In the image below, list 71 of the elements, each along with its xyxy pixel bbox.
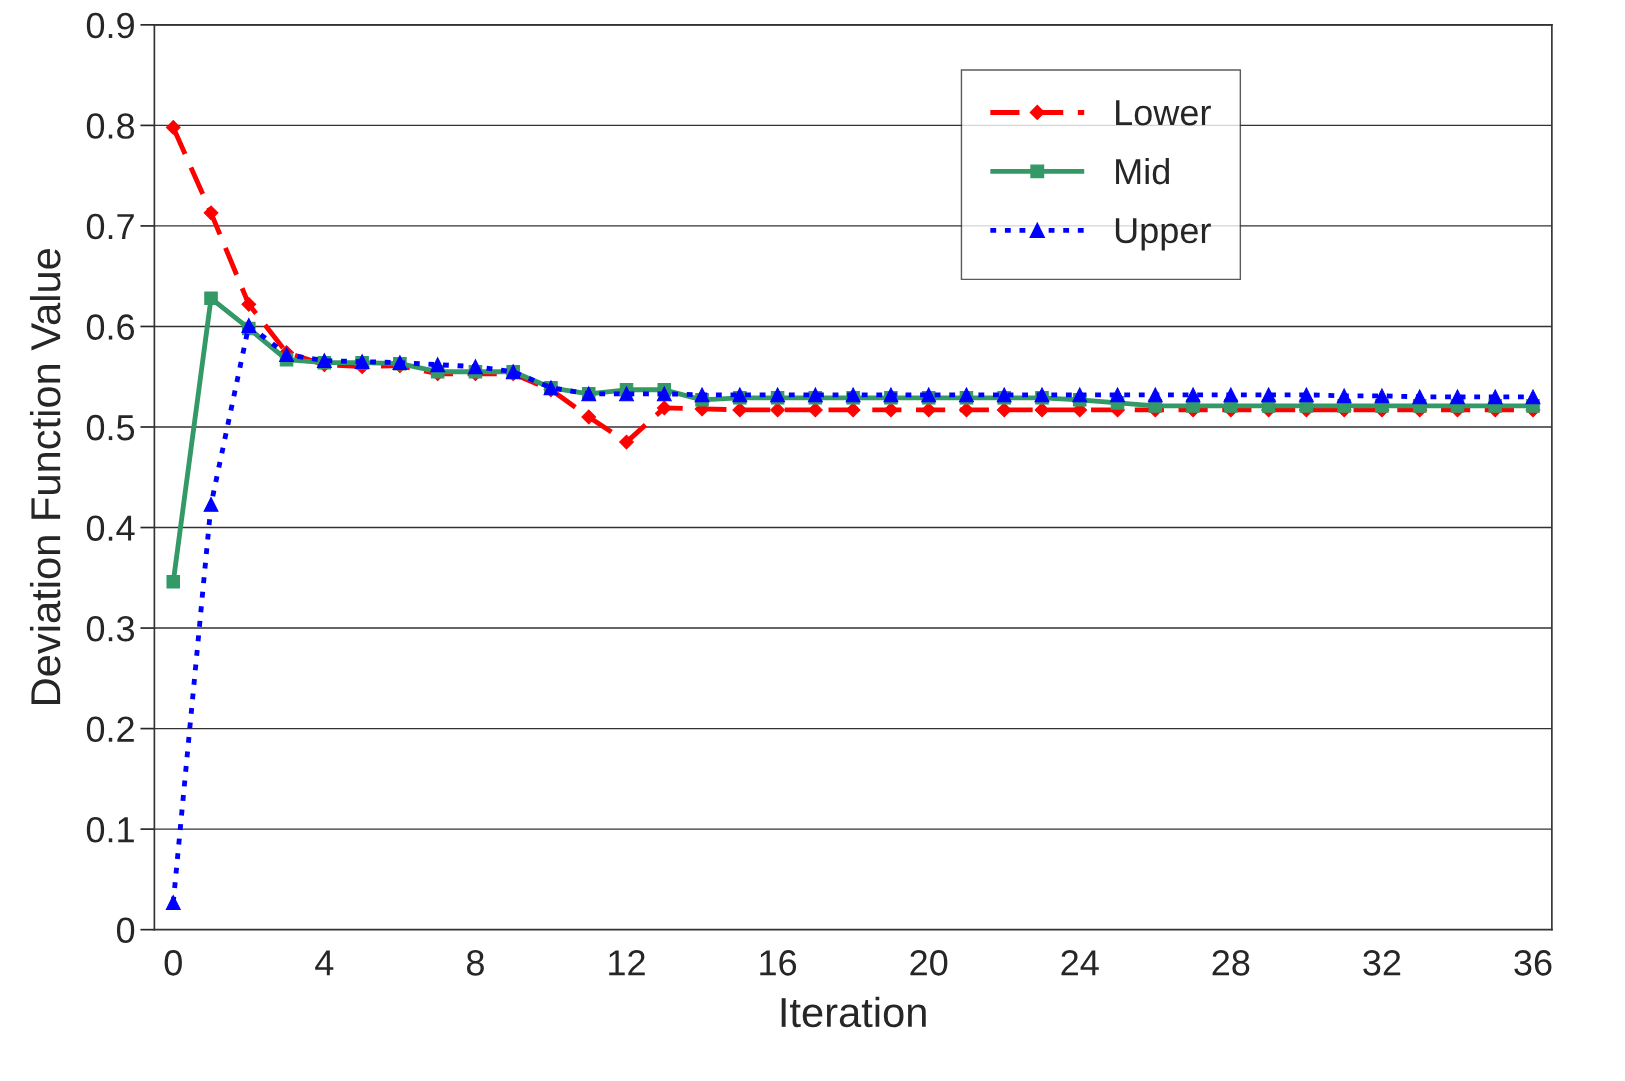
y-tick-label: 0.6: [86, 314, 135, 340]
point: [732, 402, 748, 418]
point: [1412, 389, 1428, 405]
point: [883, 387, 899, 403]
y-tick-label: 0.5: [86, 414, 135, 441]
x-tick-label: 8: [466, 950, 484, 976]
point: [883, 402, 899, 418]
point: [203, 496, 219, 512]
y-tick-label: 0.9: [86, 12, 134, 39]
y-tick-label: 0.8: [86, 113, 135, 139]
point: [1374, 388, 1390, 404]
x-tick-label: 16: [760, 950, 797, 976]
x-tick-label: 36: [1514, 950, 1552, 976]
legend-label: Lower: [1116, 100, 1211, 126]
x-tick-label: 12: [609, 950, 645, 976]
y-axis-title: Deviation Function Value: [29, 249, 61, 704]
point: [845, 387, 861, 403]
x-tick-label: 4: [315, 950, 334, 976]
point: [1185, 387, 1201, 403]
point: [1525, 389, 1541, 405]
point: [1336, 388, 1352, 404]
point: [1298, 387, 1314, 403]
point: [1072, 387, 1088, 403]
y-tick-label: 0: [116, 917, 135, 944]
legend-label: Upper: [1115, 218, 1211, 251]
point: [430, 357, 446, 373]
x-tick-label: 28: [1212, 950, 1250, 976]
point: [619, 386, 634, 402]
y-tick-label: 0.3: [86, 615, 135, 642]
point: [1261, 387, 1277, 403]
point: [203, 205, 219, 221]
x-tick-label: 32: [1363, 950, 1401, 976]
point: [958, 387, 974, 403]
x-tick-label: 24: [1061, 950, 1099, 976]
point: [1034, 402, 1050, 418]
x-tick-label: 0: [164, 950, 182, 976]
point: [241, 317, 257, 333]
y-tick-label: 0.2: [86, 716, 134, 743]
point: [581, 409, 597, 425]
point: [619, 434, 634, 450]
legend-label: Mid: [1116, 157, 1169, 185]
x-axis-title: Iteration: [781, 996, 926, 1028]
point: [165, 895, 181, 910]
point: [770, 402, 785, 418]
point: [732, 387, 748, 403]
point: [1223, 387, 1239, 403]
x-tick-label: 20: [910, 950, 948, 976]
point: [241, 296, 257, 312]
point: [770, 387, 786, 403]
point: [921, 402, 937, 418]
point: [996, 402, 1012, 418]
point: [694, 387, 710, 403]
point: [996, 387, 1012, 403]
y-tick-label: 0.7: [86, 213, 134, 240]
point: [1147, 387, 1163, 403]
point: [1110, 387, 1125, 403]
point: [845, 402, 861, 418]
point: [807, 387, 823, 403]
point: [656, 400, 672, 416]
point: [1034, 387, 1050, 403]
y-tick-label: 0.1: [86, 817, 134, 843]
point: [1487, 389, 1503, 405]
point: [1449, 389, 1465, 405]
point: [165, 120, 181, 135]
point: [656, 386, 672, 402]
point: [204, 291, 218, 306]
point: [921, 387, 937, 403]
y-tick-label: 0.4: [86, 515, 135, 541]
point: [959, 402, 974, 418]
point: [467, 359, 483, 375]
point: [166, 575, 181, 589]
